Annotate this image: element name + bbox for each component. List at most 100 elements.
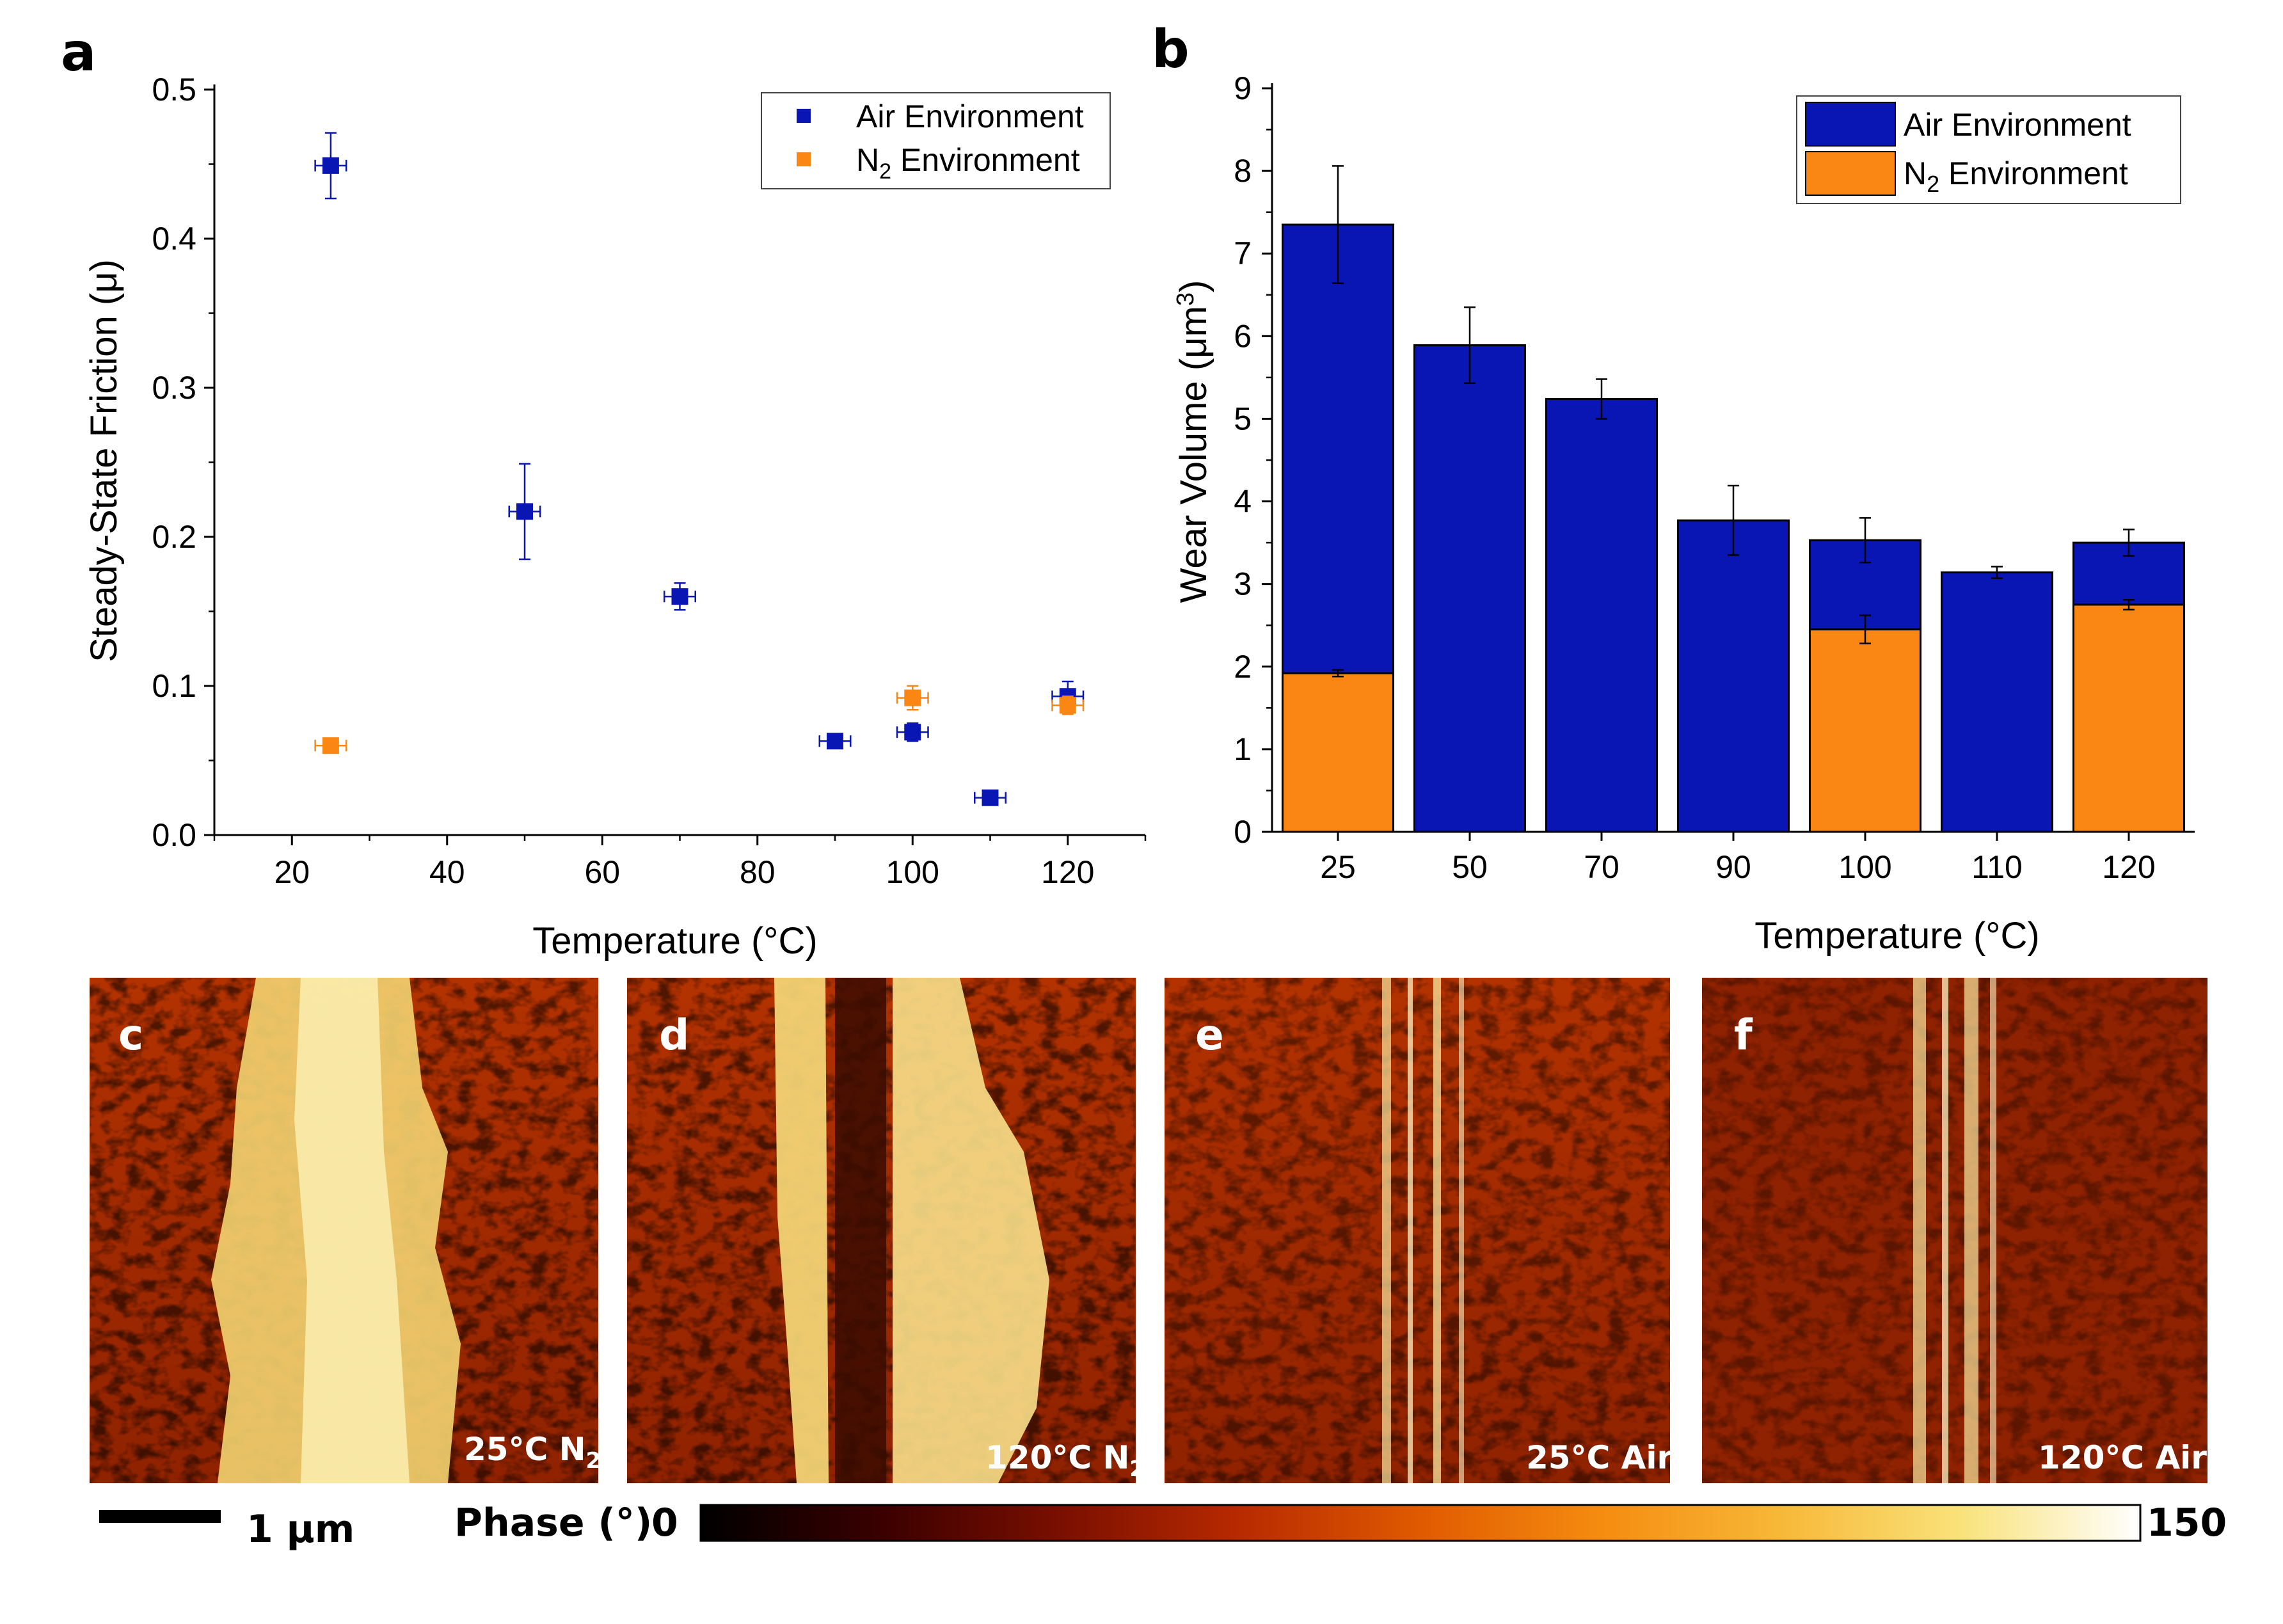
friction-legend-air-label: Air Environment — [856, 99, 1084, 134]
afm-d-track-left — [774, 978, 829, 1483]
friction-point — [896, 685, 929, 711]
afm-f-track-line-1 — [1913, 978, 1926, 1483]
friction-legend-n2-marker — [797, 152, 811, 166]
wear-y-tick-label: 7 — [1234, 235, 1252, 271]
colorbar-max-label: 150 — [2147, 1501, 2227, 1545]
friction-y-tick-label: 0.5 — [152, 72, 196, 107]
afm-image-c: c 25°C N2 — [90, 978, 601, 1483]
wear-y-tick-label: 5 — [1234, 401, 1252, 436]
wear-x-tick-label: 70 — [1584, 849, 1619, 885]
afm-f-track-line-3 — [1964, 978, 1978, 1483]
friction-data-points — [314, 132, 1085, 806]
wear-y-tick-label: 1 — [1234, 731, 1252, 767]
afm-f-texture — [1702, 978, 2207, 1483]
friction-point — [974, 789, 1006, 806]
friction-point — [508, 463, 541, 561]
afm-image-e: e 25°C Air — [1165, 978, 1673, 1483]
afm-c-track-center — [294, 978, 410, 1483]
friction-y-axis-title: Steady-State Friction (μ) — [83, 259, 125, 662]
colorbar-title: Phase (°) — [454, 1501, 652, 1545]
wear-volume-bar-chart: b 0 1 2 3 4 5 6 7 8 9 25 50 70 90 100 110 120 Temperatur… — [1152, 19, 2195, 957]
wear-bar-air — [1676, 484, 1790, 833]
afm-f-label: f — [1734, 1010, 1753, 1060]
wear-y-tick-label: 3 — [1234, 566, 1252, 602]
wear-bar-air — [1545, 378, 1659, 833]
afm-e-condition: 25°C Air — [1526, 1439, 1673, 1476]
afm-image-d: d 120°C N2 — [627, 978, 1145, 1483]
wear-y-axis-title: Wear Volume (μm3) — [1172, 280, 1214, 603]
wear-legend: Air Environment N2 Environment — [1796, 95, 2181, 204]
friction-legend-n2-label: N2 Environment — [856, 142, 1080, 184]
wear-y-tick-label: 2 — [1234, 649, 1252, 685]
wear-x-tick-label: 90 — [1715, 849, 1751, 885]
wear-y-tick-label: 8 — [1234, 153, 1252, 189]
wear-x-tick-label: 50 — [1452, 849, 1488, 885]
friction-legend-box — [761, 92, 1111, 189]
wear-ticks: 0 1 2 3 4 5 6 7 8 9 25 50 70 90 100 110 120 — [1234, 70, 2156, 885]
afm-d-condition: 120°C N2 — [985, 1439, 1145, 1482]
scale-bar-label: 1 μm — [246, 1507, 354, 1552]
wear-y-tick-label: 0 — [1234, 814, 1252, 850]
friction-y-tick-label: 0.1 — [152, 668, 196, 704]
afm-f-condition: 120°C Air — [2038, 1439, 2207, 1476]
friction-legend: Air Environment N2 Environment — [761, 92, 1111, 189]
afm-d-track-groove — [835, 978, 886, 1483]
afm-e-track-line-3 — [1433, 978, 1441, 1483]
friction-y-tick-label: 0.2 — [152, 519, 196, 555]
afm-e-track-line-1 — [1382, 978, 1391, 1483]
wear-y-tick-label: 9 — [1234, 70, 1252, 106]
afm-e-track-line-4 — [1459, 978, 1464, 1483]
wear-bar-air — [1940, 566, 2054, 833]
wear-y-tick-label: 4 — [1234, 484, 1252, 520]
afm-c-condition: 25°C N2 — [464, 1431, 601, 1474]
panel-b-label: b — [1152, 19, 1189, 80]
scale-bar — [99, 1510, 221, 1523]
wear-bars — [1281, 165, 2186, 833]
wear-legend-air-label: Air Environment — [1904, 107, 2131, 143]
wear-legend-n2-label: N2 Environment — [1904, 155, 2128, 197]
friction-point — [314, 737, 347, 754]
afm-e-texture — [1165, 978, 1670, 1483]
wear-legend-air-swatch — [1805, 102, 1896, 147]
wear-x-tick-label: 25 — [1320, 849, 1356, 885]
friction-x-tick-label: 100 — [886, 854, 939, 890]
wear-bar-n2 — [2072, 598, 2186, 833]
wear-legend-n2-swatch — [1805, 151, 1896, 196]
afm-c-label: c — [118, 1010, 143, 1060]
afm-image-f: f 120°C Air — [1702, 978, 2207, 1483]
friction-x-tick-label: 60 — [584, 854, 620, 890]
friction-point — [314, 132, 347, 200]
friction-point — [664, 582, 696, 611]
friction-point — [896, 722, 929, 742]
wear-bar-n2 — [1808, 614, 1922, 833]
wear-bar-air — [1413, 306, 1527, 833]
wear-x-tick-label: 100 — [1838, 849, 1891, 885]
wear-x-tick-label: 110 — [1971, 849, 2023, 885]
friction-axes — [213, 84, 1145, 836]
friction-x-tick-label: 120 — [1041, 854, 1094, 890]
friction-x-tick-label: 80 — [740, 854, 776, 890]
wear-x-tick-label: 120 — [2102, 849, 2155, 885]
friction-x-tick-label: 20 — [274, 854, 310, 890]
afm-e-track-line-2 — [1408, 978, 1413, 1483]
friction-x-tick-label: 40 — [429, 854, 465, 890]
friction-ticks: 20 40 60 80 100 120 0.0 0.1 0.2 0.3 0.4 0.5 — [152, 72, 1147, 890]
afm-f-track-line-4 — [1990, 978, 1996, 1483]
friction-point — [1051, 696, 1085, 715]
phase-colorbar — [699, 1504, 2142, 1542]
friction-x-axis-title: Temperature (°C) — [532, 920, 817, 962]
afm-e-label: e — [1195, 1010, 1224, 1060]
friction-y-tick-label: 0.4 — [152, 221, 196, 257]
afm-d-track-right — [893, 978, 1049, 1483]
friction-point — [818, 733, 852, 750]
friction-legend-air-marker — [797, 109, 811, 123]
afm-f-track-line-2 — [1942, 978, 1948, 1483]
friction-scatter-chart: a 20 40 60 80 100 120 0.0 0.1 0.2 0.3 0.4 0.5 Tempe… — [61, 22, 1147, 962]
afm-d-label: d — [659, 1010, 689, 1060]
friction-y-tick-label: 0.3 — [152, 370, 196, 406]
panel-a-label: a — [61, 22, 96, 83]
colorbar-min-label: 0 — [651, 1501, 678, 1545]
wear-x-axis-title: Temperature (°C) — [1754, 915, 2039, 957]
friction-y-tick-label: 0.0 — [152, 817, 196, 853]
